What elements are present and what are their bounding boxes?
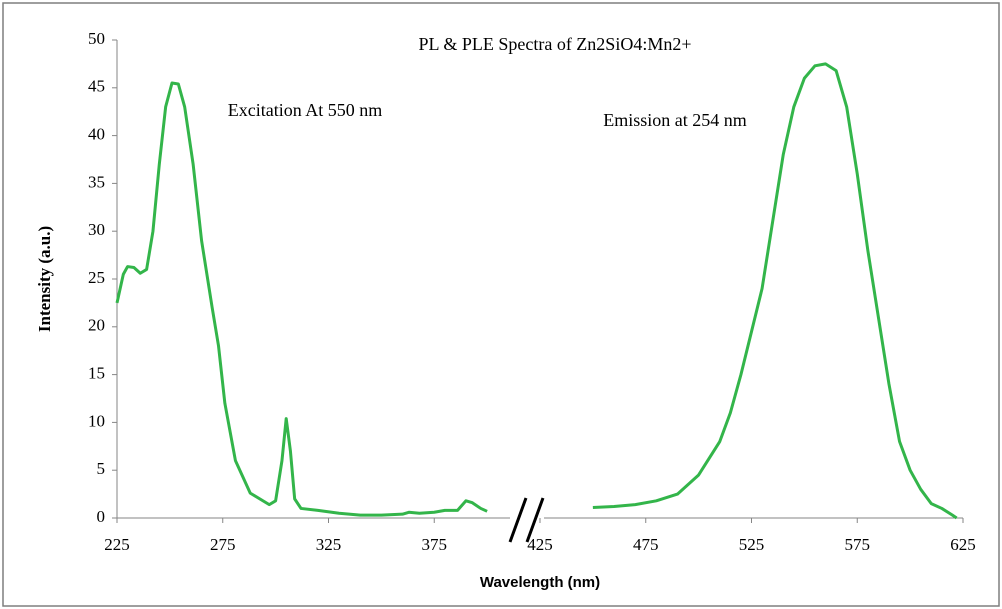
y-tick-label: 35 bbox=[88, 172, 105, 191]
x-tick-label: 575 bbox=[845, 535, 871, 554]
chart-title: PL & PLE Spectra of Zn2SiO4:Mn2+ bbox=[419, 34, 692, 54]
y-tick-label: 20 bbox=[88, 316, 105, 335]
y-tick-label: 50 bbox=[88, 29, 105, 48]
y-tick-label: 5 bbox=[97, 459, 106, 478]
spectrum-line bbox=[115, 81, 488, 517]
x-tick-label: 625 bbox=[950, 535, 976, 554]
x-tick-label: 275 bbox=[210, 535, 236, 554]
x-axis-label: Wavelength (nm) bbox=[480, 574, 600, 591]
annotation: Emission at 254 nm bbox=[603, 110, 747, 130]
y-tick-label: 25 bbox=[88, 268, 105, 287]
x-tick-label: 425 bbox=[527, 535, 553, 554]
axis-break bbox=[508, 496, 545, 543]
x-tick-label: 375 bbox=[422, 535, 448, 554]
x-tick-label: 325 bbox=[316, 535, 342, 554]
y-tick-label: 10 bbox=[88, 411, 105, 430]
x-tick-label: 225 bbox=[104, 535, 130, 554]
spectrum-line bbox=[592, 62, 958, 520]
annotation: Excitation At 550 nm bbox=[228, 100, 383, 120]
x-tick-label: 525 bbox=[739, 535, 765, 554]
y-tick-label: 15 bbox=[88, 364, 105, 383]
y-tick-label: 45 bbox=[88, 77, 105, 96]
y-tick-label: 40 bbox=[88, 125, 105, 144]
y-axis-label: Intensity (a.u.) bbox=[35, 226, 54, 332]
y-tick-label: 30 bbox=[88, 220, 105, 239]
y-tick-label: 0 bbox=[97, 507, 106, 526]
x-tick-label: 475 bbox=[633, 535, 659, 554]
